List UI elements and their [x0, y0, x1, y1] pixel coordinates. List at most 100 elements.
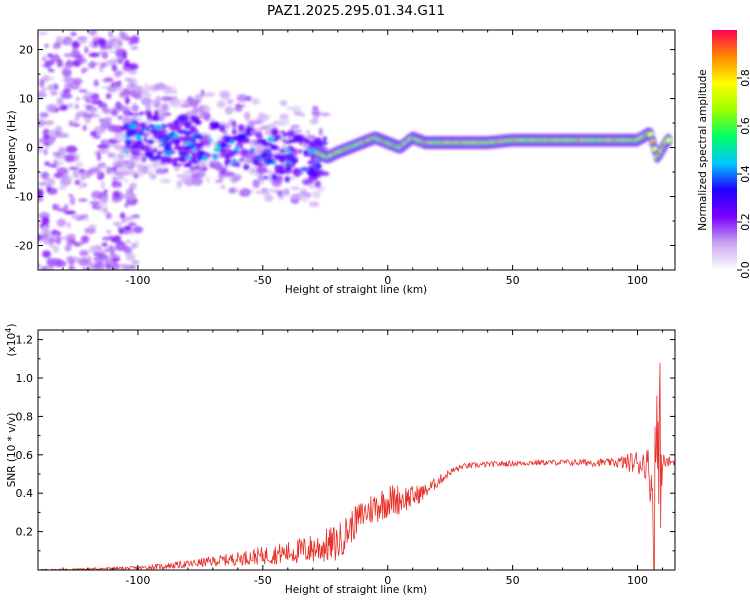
- spectrogram-cell: [68, 166, 80, 171]
- spectrogram-cell: [88, 30, 98, 36]
- spectrogram-cell: [110, 237, 119, 243]
- spectrogram-cell: [274, 154, 284, 160]
- spectrogram-cell: [140, 92, 152, 98]
- spectrogram-cell: [83, 92, 95, 96]
- spectrogram-cell: [274, 170, 285, 174]
- spectrogram-cell: [213, 146, 220, 153]
- spectrogram-cell: [262, 175, 269, 180]
- spectrogram-cell: [307, 148, 316, 154]
- colorbar-label: Normalized spectral amplitude: [697, 69, 709, 230]
- spectrogram-cell: [260, 188, 268, 192]
- spectrogram-cell: [178, 154, 188, 163]
- spectrogram-cell: [134, 239, 140, 248]
- spectrogram-cell: [128, 40, 134, 46]
- colorbar-tick-label: 0.2: [739, 213, 750, 231]
- spectrogram-cell: [291, 186, 300, 191]
- spectrogram-cell: [91, 190, 103, 200]
- spectrogram-cell: [319, 112, 331, 117]
- spectrogram-cell: [212, 154, 219, 160]
- scale-factor-base: (x10: [6, 333, 18, 357]
- spectrogram-cell: [225, 138, 231, 144]
- spectrogram-cell: [64, 244, 72, 252]
- spectrogram-cell: [66, 39, 72, 46]
- spectrogram-cell: [258, 114, 271, 121]
- colorbar-tick-label: 0.6: [739, 117, 750, 135]
- spectrogram-cell: [183, 162, 191, 168]
- spectrogram-ytick-label: 10: [19, 93, 33, 106]
- spectrogram-cell: [101, 107, 110, 113]
- spectrogram-cell: [93, 79, 100, 87]
- spectrogram-cell: [139, 111, 144, 116]
- spectrogram-cell: [38, 197, 44, 203]
- spectrogram-cell: [82, 214, 89, 219]
- spectrogram-cell: [108, 244, 114, 254]
- spectrogram-cell: [50, 54, 61, 63]
- spectrogram-cell: [284, 149, 291, 153]
- spectrogram-cell: [219, 124, 226, 133]
- spectrogram-cell: [184, 179, 195, 187]
- spectrogram-cell: [65, 145, 78, 154]
- spectrogram-cell: [103, 189, 108, 194]
- spectrogram-cell: [190, 115, 196, 123]
- spectrogram-cell: [202, 135, 210, 139]
- spectrogram-ytick-label: -20: [15, 240, 33, 253]
- spectrogram-cell: [81, 267, 92, 270]
- spectrogram-cell: [48, 243, 55, 248]
- spectrogram-cell: [191, 177, 203, 186]
- spectrogram-cell: [208, 138, 214, 143]
- spectrogram-cell: [164, 150, 173, 156]
- spectrogram-cell: [195, 134, 203, 139]
- spectrogram-cell: [78, 198, 88, 202]
- spectrogram-cell: [93, 40, 98, 48]
- spectrogram-cell: [56, 36, 67, 42]
- snr-ticks: -100 -50 0 50 100 0.2 0.4 0.6 0.8 1.0 1.2: [16, 330, 675, 587]
- spectrogram-cell: [40, 266, 47, 270]
- spectrogram-cell: [122, 51, 128, 60]
- spectrogram-cell: [151, 98, 160, 107]
- spectrogram-cell: [161, 96, 173, 102]
- spectrogram-cell: [89, 106, 98, 113]
- spectrogram-cell: [226, 159, 233, 163]
- spectrogram-cell: [287, 157, 295, 161]
- spectrogram-cell: [267, 136, 275, 142]
- spectrogram-cell: [123, 59, 131, 69]
- spectrogram-cell: [44, 161, 51, 166]
- spectrogram-cell: [131, 104, 139, 112]
- spectrogram-cell: [220, 167, 227, 176]
- spectrogram-cell: [256, 166, 268, 174]
- spectrogram-cell: [183, 134, 193, 140]
- spectrogram-cell: [197, 149, 205, 156]
- spectrogram-cell: [121, 163, 131, 169]
- spectrogram-cell: [131, 259, 140, 265]
- spectrogram-cell: [252, 131, 263, 136]
- spectrogram-cell: [292, 129, 303, 134]
- spectrogram-cell: [88, 224, 97, 229]
- spectrogram-cell: [42, 134, 51, 140]
- spectrogram-cell: [97, 162, 107, 169]
- spectrogram-cell: [172, 95, 178, 101]
- spectrogram-cell: [108, 30, 113, 38]
- spectrogram-cell: [105, 230, 112, 234]
- spectrogram-cell: [231, 128, 237, 136]
- spectrogram-cell: [220, 185, 226, 190]
- spectrogram-cell: [78, 89, 88, 93]
- snr-frame: [37, 329, 676, 571]
- spectrogram-cell: [69, 239, 76, 244]
- spectrogram-cell: [308, 201, 320, 208]
- snr-ytick-label: 1.2: [16, 334, 34, 347]
- spectrogram-xtick-label: 100: [627, 274, 648, 287]
- spectrogram-cell: [186, 96, 194, 103]
- spectrogram-cell: [138, 130, 145, 136]
- spectrogram-cell: [68, 264, 74, 270]
- spectrogram-ytick-label: 0: [26, 142, 33, 155]
- spectrogram-cell: [68, 193, 74, 198]
- spectrogram-cell: [267, 188, 279, 193]
- spectrogram-cell: [252, 160, 257, 165]
- spectrogram-cell: [286, 130, 295, 137]
- spectrogram-cell: [101, 51, 109, 59]
- spectrogram-cell: [264, 159, 271, 165]
- spectrogram-cell: [72, 78, 83, 85]
- spectrogram-cell: [145, 151, 153, 157]
- spectrogram-cell: [237, 133, 245, 140]
- spectrogram-cell: [103, 77, 114, 83]
